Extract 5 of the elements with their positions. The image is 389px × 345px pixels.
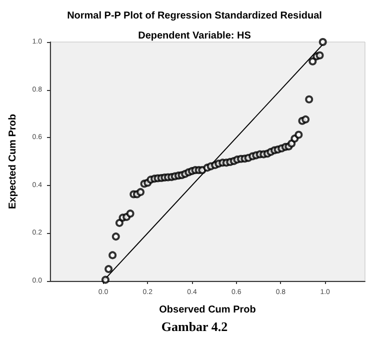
x-axis-title: Observed Cum Prob [159,304,256,316]
text: Gambar 4.2 [160,319,229,335]
chart-title: Normal P-P Plot of Regression Standardized Residual [67,10,322,22]
y-axis-title: Expected Cum Prob [8,114,18,210]
chart-subtitle: Dependent Variable: HS [138,30,252,42]
